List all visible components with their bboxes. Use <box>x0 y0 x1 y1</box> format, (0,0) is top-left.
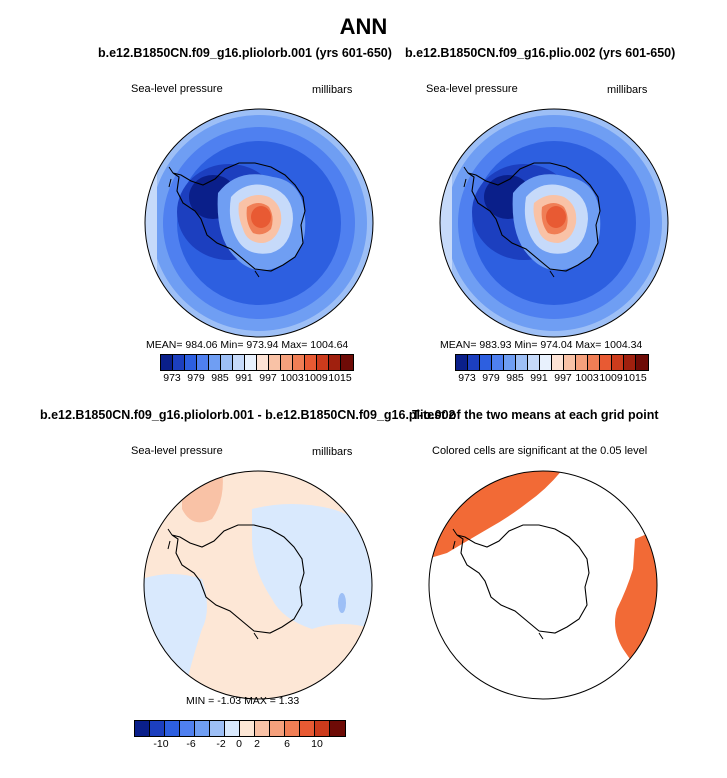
tick-label: 6 <box>284 738 290 750</box>
tick-label: 991 <box>235 372 253 384</box>
panel1-units: millibars <box>312 84 353 96</box>
panel1-variable: Sea-level pressure <box>131 83 223 95</box>
tick-label: 1009 <box>304 372 328 384</box>
panel4-title: T-test of the two means at each grid poi… <box>412 408 659 422</box>
tick-label: 1015 <box>328 372 352 384</box>
panel4-map <box>428 470 658 700</box>
tick-label: 997 <box>259 372 277 384</box>
tick-label: 973 <box>458 372 476 384</box>
panel1-title: b.e12.B1850CN.f09_g16.pliolorb.001 (yrs … <box>98 46 392 60</box>
tick-label: -6 <box>186 738 196 750</box>
panel1-map <box>144 108 374 338</box>
tick-label: 0 <box>236 738 242 750</box>
tick-label: 997 <box>554 372 572 384</box>
tick-label: 1003 <box>575 372 599 384</box>
panel3-map <box>143 470 373 700</box>
panel3-colorbar-ticks: -10 -6 -2 0 2 6 10 <box>134 738 344 752</box>
panel2-stats: MEAN= 983.93 Min= 974.04 Max= 1004.34 <box>440 339 643 351</box>
tick-label: 985 <box>211 372 229 384</box>
panel1-colorbar <box>160 354 354 371</box>
main-title: ANN <box>339 14 388 39</box>
tick-label: 1009 <box>599 372 623 384</box>
panel4-subtitle: Colored cells are significant at the 0.0… <box>432 445 648 457</box>
tick-label: 991 <box>530 372 548 384</box>
tick-label: 10 <box>311 738 323 750</box>
panel3-units: millibars <box>312 446 353 458</box>
panel1-stats: MEAN= 984.06 Min= 973.94 Max= 1004.64 <box>146 339 349 351</box>
panel3-variable: Sea-level pressure <box>131 445 223 457</box>
panel3-title: b.e12.B1850CN.f09_g16.pliolorb.001 - b.e… <box>40 408 456 422</box>
tick-label: -2 <box>216 738 226 750</box>
panel1-colorbar-ticks: 973 979 985 991 997 1003 1009 1015 <box>160 372 352 386</box>
panel2-units: millibars <box>607 84 648 96</box>
panel2-variable: Sea-level pressure <box>426 83 518 95</box>
tick-label: -10 <box>153 738 169 750</box>
tick-label: 1003 <box>280 372 304 384</box>
panel2-map <box>439 108 669 338</box>
tick-label: 985 <box>506 372 524 384</box>
tick-label: 979 <box>482 372 500 384</box>
tick-label: 973 <box>163 372 181 384</box>
panel3-stats: MIN = -1.03 MAX = 1.33 <box>186 695 300 707</box>
panel3-colorbar <box>134 720 346 737</box>
tick-label: 2 <box>254 738 260 750</box>
panel2-colorbar-ticks: 973 979 985 991 997 1003 1009 1015 <box>455 372 647 386</box>
panel2-colorbar <box>455 354 649 371</box>
panel2-title: b.e12.B1850CN.f09_g16.plio.002 (yrs 601-… <box>405 46 676 60</box>
tick-label: 979 <box>187 372 205 384</box>
tick-label: 1015 <box>623 372 647 384</box>
